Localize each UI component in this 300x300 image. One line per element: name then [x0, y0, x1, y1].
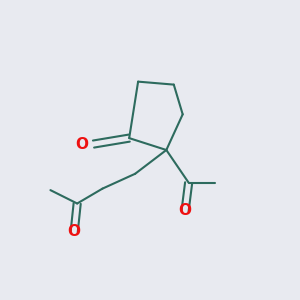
Text: O: O — [68, 224, 81, 239]
Text: O: O — [178, 203, 192, 218]
Text: O: O — [75, 136, 88, 152]
